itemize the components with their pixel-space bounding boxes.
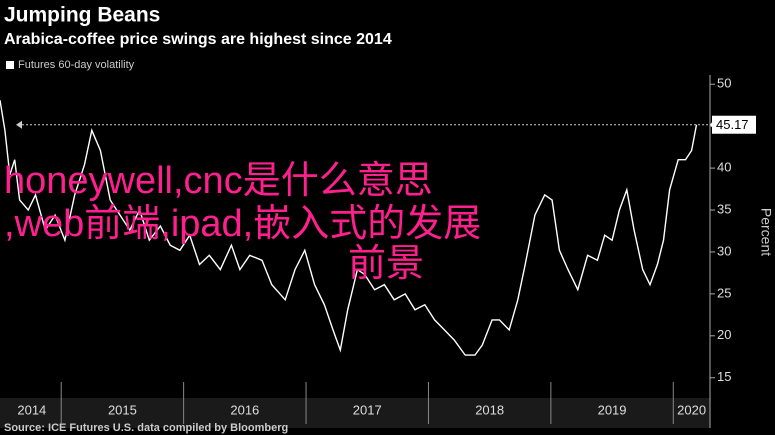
value-box-pointer: [710, 119, 714, 130]
y-tick-label: 25: [717, 285, 731, 300]
source: Source: ICE Futures U.S. data compiled b…: [4, 422, 288, 434]
y-tick-label: 40: [717, 160, 731, 175]
y-tick-label: 50: [717, 76, 731, 91]
x-axis-band: [0, 398, 710, 428]
series-line: [0, 100, 698, 356]
x-tick-label: 2019: [598, 402, 627, 417]
reference-arrow: [16, 120, 22, 129]
overlay-text: honeywell,cnc是什么意思: [4, 160, 433, 202]
y-axis-label: Percent: [758, 208, 774, 256]
y-tick-label: 35: [717, 201, 731, 216]
x-tick-label: 2020: [677, 402, 706, 417]
x-tick-label: 2015: [108, 402, 137, 417]
overlay-text: 前景: [348, 243, 424, 285]
chart-subtitle: Arabica-coffee price swings are highest …: [4, 31, 392, 48]
x-tick-label: 2017: [353, 402, 382, 417]
y-tick-label: 30: [717, 243, 731, 258]
chart-title: Jumping Beans: [4, 4, 160, 27]
legend-swatch: [6, 61, 14, 69]
y-tick-label: 20: [717, 327, 731, 342]
x-tick-label: 2018: [475, 402, 504, 417]
x-tick-label: 2014: [17, 402, 46, 417]
x-tick-label: 2016: [230, 402, 259, 417]
value-box: [712, 115, 756, 134]
overlay-text: ,web前端,ipad,嵌入式的发展: [4, 203, 481, 245]
y-tick-label: 15: [717, 369, 731, 384]
legend-label: Futures 60-day volatility: [18, 59, 135, 71]
value-box-label: 45.17: [716, 117, 749, 132]
